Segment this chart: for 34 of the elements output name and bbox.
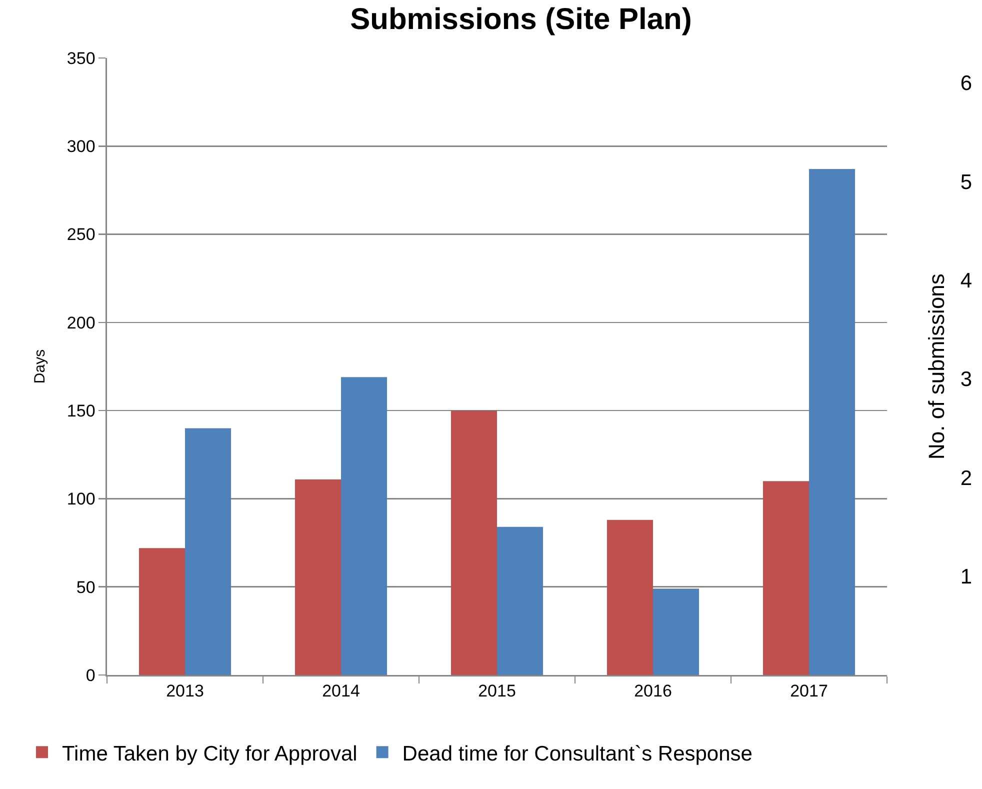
x-tick-label: 2013 xyxy=(166,682,204,701)
bar xyxy=(762,481,809,675)
y2-tick-label: 2 xyxy=(960,466,972,490)
bar xyxy=(341,377,388,675)
x-tick-label: 2014 xyxy=(322,682,360,701)
bar xyxy=(294,479,341,675)
x-tick-label: 2016 xyxy=(634,682,672,701)
bar xyxy=(185,428,232,675)
y-tick-label: 150 xyxy=(66,402,96,421)
y2-tick-label: 1 xyxy=(960,566,972,589)
chart-title: Submissions (Site Plan) xyxy=(350,2,692,36)
y2-tick-label: 4 xyxy=(960,269,972,292)
y-tick-label: 300 xyxy=(66,137,96,156)
y2-tick-label: 3 xyxy=(960,368,972,392)
bar xyxy=(809,169,856,675)
y-tick-label: 250 xyxy=(66,225,96,244)
y-axis-title: Days xyxy=(31,349,48,384)
y2-axis-title: No. of submissions xyxy=(924,274,950,460)
legend-label: Dead time for Consultant`s Response xyxy=(402,742,752,766)
bar xyxy=(450,410,497,675)
y2-tick-label: 6 xyxy=(960,72,972,96)
x-tick-label: 2015 xyxy=(478,682,516,701)
y-tick-label: 200 xyxy=(66,313,96,332)
x-tick-label: 2017 xyxy=(790,682,828,701)
y-tick-label: 350 xyxy=(66,48,96,68)
bar xyxy=(606,520,653,675)
legend-label: Time Taken by City for Approval xyxy=(62,742,358,766)
bar xyxy=(653,588,700,675)
bar xyxy=(138,548,185,675)
bar xyxy=(497,526,544,675)
y-tick-label: 50 xyxy=(76,578,96,597)
y2-tick-label: 5 xyxy=(960,170,972,194)
y-tick-label: 0 xyxy=(86,666,96,685)
y-tick-label: 100 xyxy=(66,490,96,509)
